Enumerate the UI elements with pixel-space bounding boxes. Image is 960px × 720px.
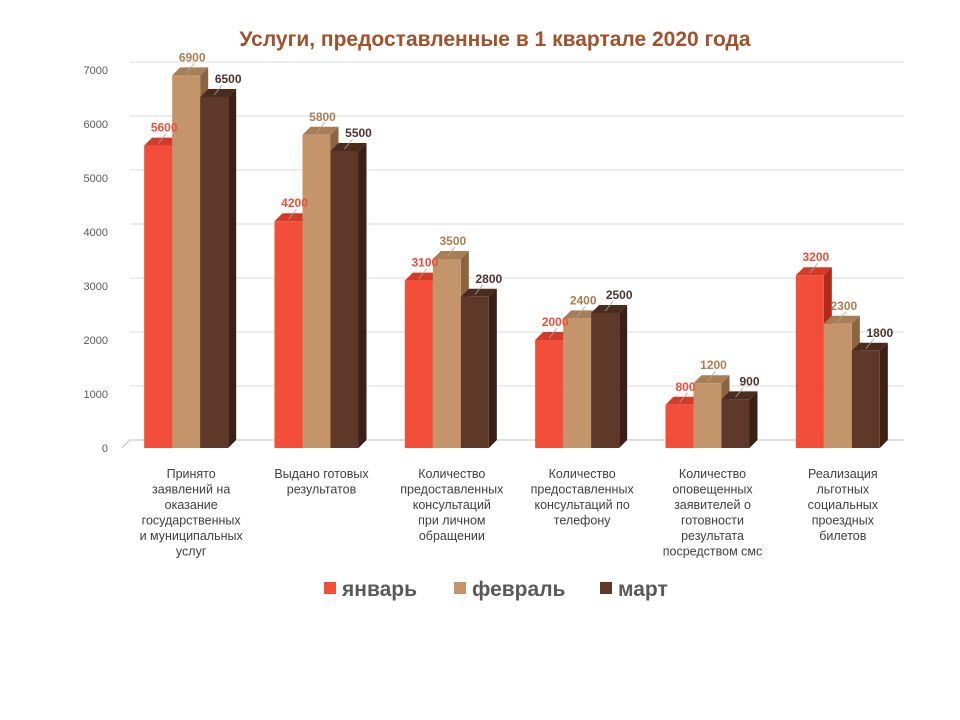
legend-item: март: [600, 578, 668, 601]
legend-label: январь: [341, 578, 417, 601]
bars: [144, 67, 888, 449]
data-label: 1200: [700, 358, 727, 372]
data-label: 2500: [606, 288, 633, 302]
category-label: Количество оповещенных заявителей о готовно…: [663, 467, 762, 559]
category-label: Количество предоставленных консультаций при…: [400, 467, 504, 543]
category-label: Принято заявлений на оказание государственн…: [140, 467, 244, 559]
legend-label: март: [618, 578, 668, 601]
category-label: Выдано готовых результатов: [274, 467, 369, 497]
data-label: 3100: [411, 256, 438, 270]
y-tick-label: 7000: [84, 65, 108, 77]
data-label: 2800: [475, 272, 502, 286]
legend: январь февраль март: [324, 578, 668, 601]
data-label-leader: [288, 208, 297, 220]
data-label: 3500: [439, 234, 466, 248]
data-label-leader: [837, 311, 847, 323]
data-label-leader: [548, 327, 558, 339]
legend-label: февраль: [472, 578, 566, 601]
data-label-leader: [157, 133, 167, 144]
bar: [460, 288, 497, 448]
data-label: 2400: [570, 293, 597, 307]
data-label: 6500: [215, 72, 242, 86]
data-label-leader: [185, 63, 195, 74]
data-label-leader: [446, 246, 456, 258]
y-tick-label: 4000: [84, 227, 108, 239]
data-labels: 5600 4200 3100 2000 800 3200 6900 5800 3500 2400 1…: [151, 50, 894, 404]
data-label: 5800: [309, 110, 336, 124]
data-label-leader: [474, 284, 484, 296]
bar: [200, 89, 237, 448]
chart-title: Услуги, предоставленные в 1 квартале 202…: [239, 28, 750, 51]
data-label: 5600: [151, 121, 178, 135]
data-label-leader: [865, 338, 875, 350]
data-label-leader: [809, 262, 819, 274]
legend-swatch: [600, 582, 612, 594]
y-tick-label: 3000: [84, 281, 108, 293]
data-label: 6900: [179, 50, 206, 64]
data-label-leader: [316, 122, 325, 134]
data-label: 3200: [802, 250, 829, 264]
category-label: Реализация льготных социальных проездных бил…: [808, 467, 879, 543]
category-labels: Принято заявлений на оказание государственн…: [140, 467, 879, 559]
legend-swatch: [324, 582, 336, 594]
bar: [851, 342, 888, 448]
category-label: Количество предоставленных консультаций по…: [531, 467, 635, 528]
bar: [591, 305, 628, 448]
legend-swatch: [454, 582, 466, 594]
y-tick-label: 5000: [84, 173, 108, 185]
data-label: 1800: [866, 326, 893, 340]
data-label: 5500: [345, 126, 372, 140]
data-label-leader: [735, 387, 744, 398]
data-label-leader: [604, 300, 614, 312]
data-label-leader: [213, 84, 223, 96]
data-label: 800: [675, 380, 695, 394]
data-label-leader: [707, 370, 716, 382]
grid-layer: [121, 61, 904, 449]
legend-item: февраль: [454, 578, 566, 601]
data-label-leader: [576, 306, 586, 317]
legend-item: январь: [324, 578, 417, 601]
x-axis-line: [121, 439, 904, 449]
data-label: 4200: [281, 196, 308, 210]
y-tick-label: 0: [102, 443, 108, 455]
data-label: 2000: [542, 315, 569, 329]
bar: [535, 332, 572, 448]
y-tick-label: 1000: [84, 389, 108, 401]
y-tick-label: 6000: [84, 119, 108, 131]
bar: [330, 143, 367, 448]
data-label: 2300: [830, 299, 857, 313]
data-label-leader: [418, 268, 428, 279]
data-label: 900: [739, 374, 759, 388]
y-axis-ticks: 0 1000 2000 3000 4000 5000 6000 7000: [84, 65, 108, 455]
data-label-leader: [679, 392, 688, 404]
data-label-leader: [344, 138, 353, 150]
y-tick-label: 2000: [84, 335, 108, 347]
bar: [721, 391, 758, 448]
